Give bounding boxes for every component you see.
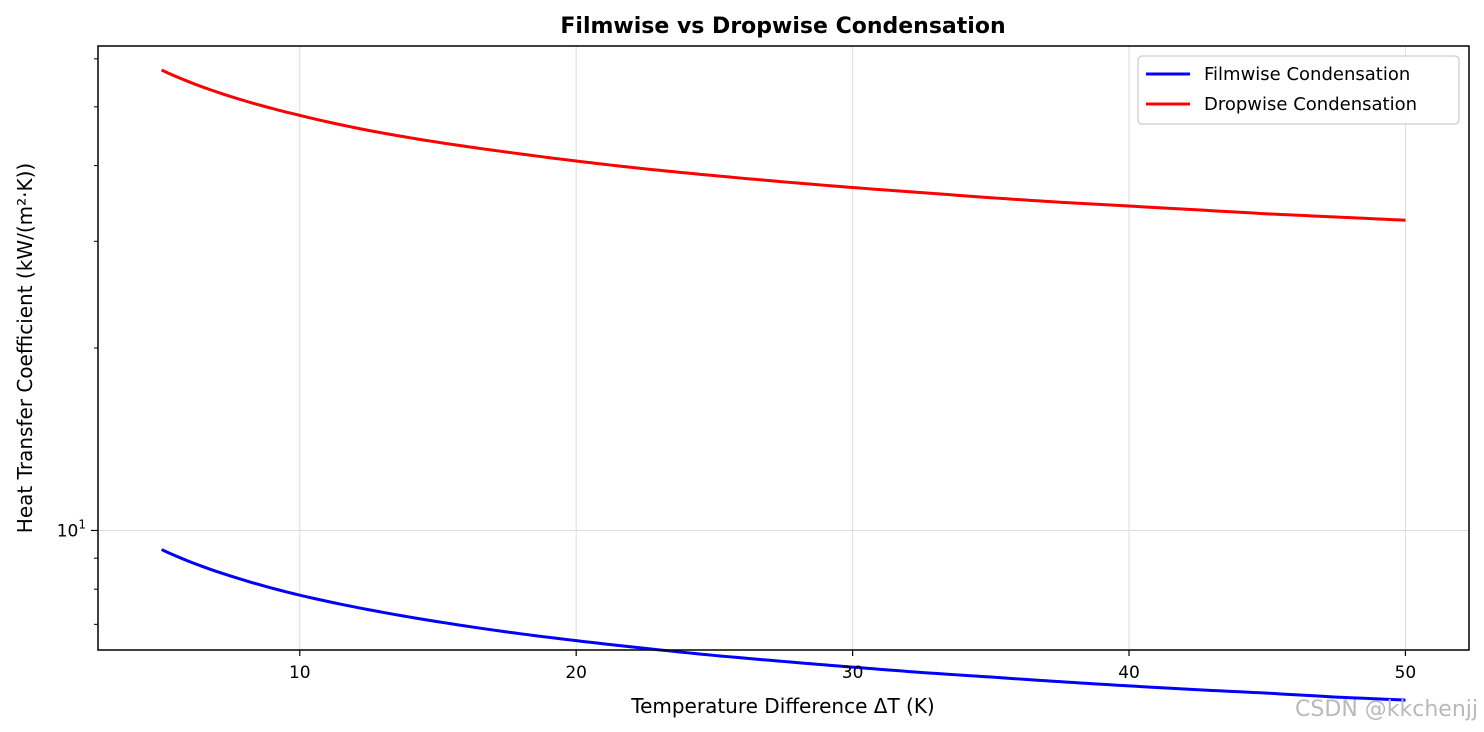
watermark: CSDN @kkchenjj: [1295, 697, 1478, 722]
x-tick-label: 40: [1118, 663, 1140, 683]
legend-label-dropwise: Dropwise Condensation: [1204, 94, 1417, 115]
x-tick-label: 10: [289, 663, 311, 683]
legend-label-filmwise: Filmwise Condensation: [1204, 64, 1410, 85]
x-tick-label: 20: [565, 663, 587, 683]
x-axis-label: Temperature Difference ΔT (K): [630, 694, 935, 718]
tick-layer: 10 20 30 40 50 101: [57, 58, 1417, 683]
y-tick-label: 101: [57, 517, 86, 541]
x-tick-label: 50: [1395, 663, 1417, 683]
y-axis-label: Heat Transfer Coefficient (kW/(m²·K)): [13, 163, 37, 533]
x-tick-label: 30: [842, 663, 864, 683]
series-layer: [160, 68, 1406, 702]
chart-title: Filmwise vs Dropwise Condensation: [560, 14, 1005, 39]
legend-box: [1137, 55, 1460, 125]
series-line-dropwise: [160, 68, 1406, 222]
grid-layer: [98, 46, 1469, 650]
series-line-filmwise: [160, 548, 1406, 702]
plot-frame: [97, 45, 1470, 651]
legend: Filmwise Condensation Dropwise Condensat…: [1137, 55, 1460, 125]
